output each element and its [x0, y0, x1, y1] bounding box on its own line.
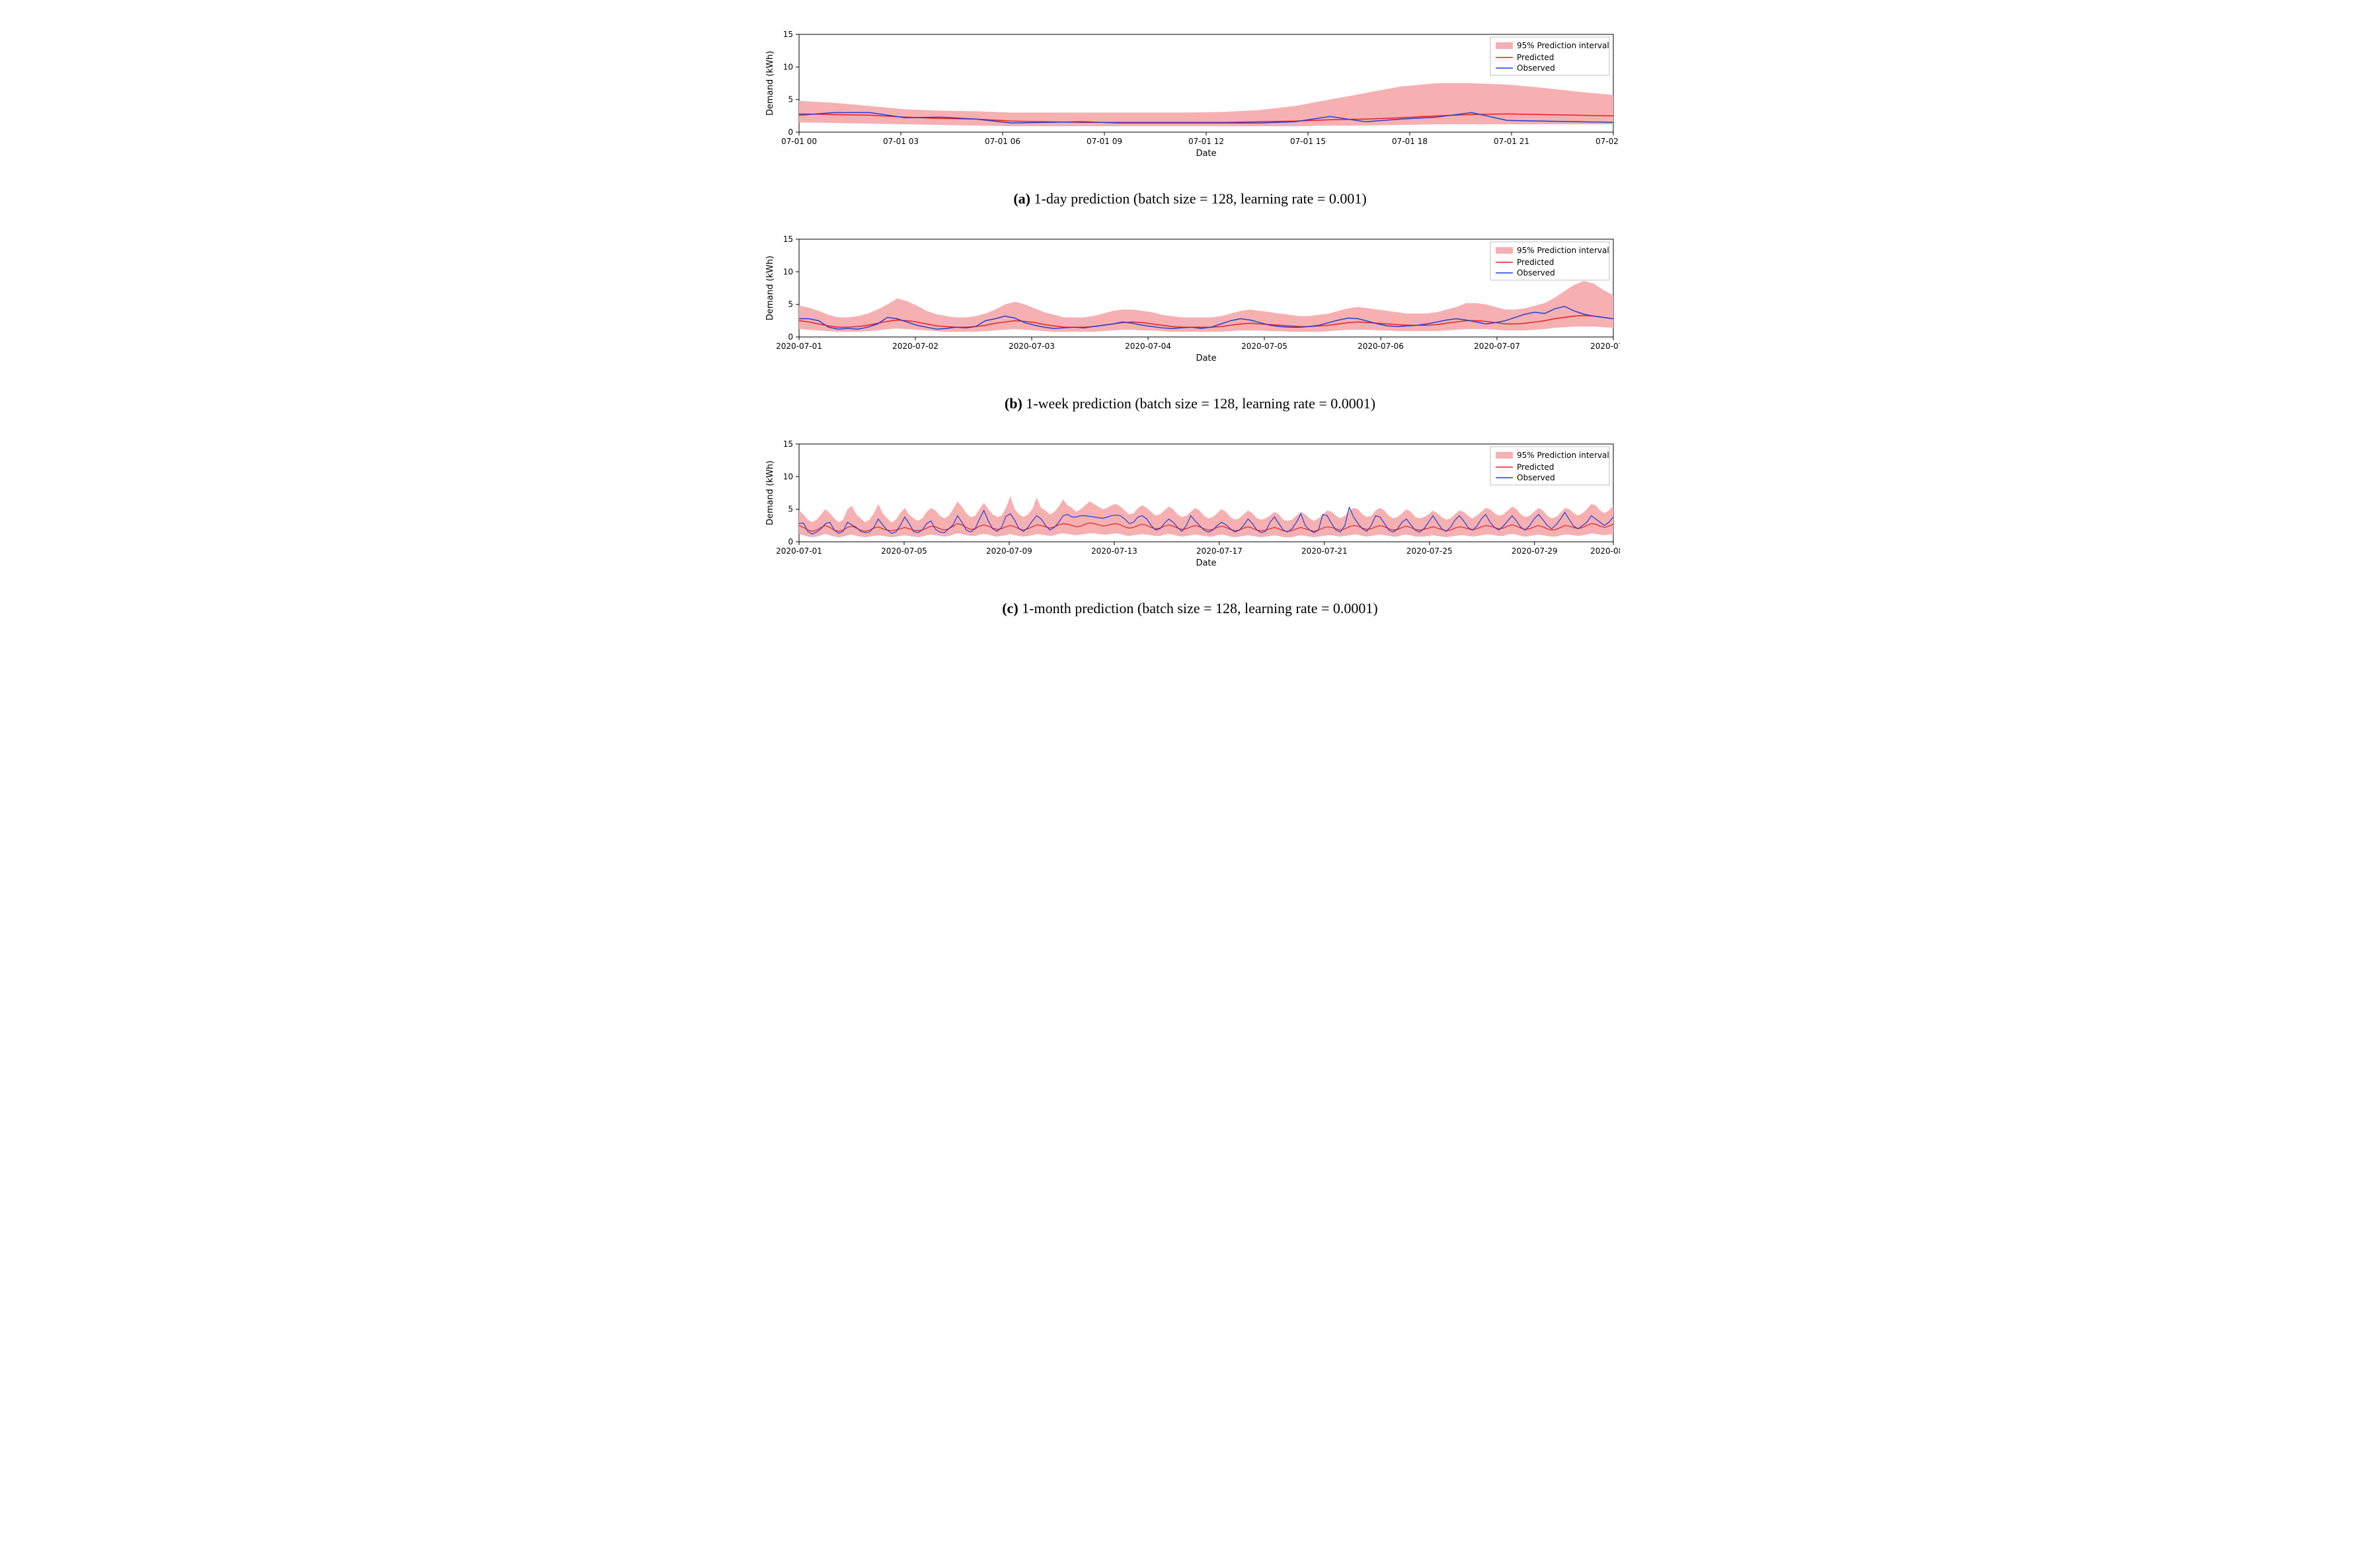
chart-svg: 0 5 10 15 07-01 00 07-01 03 07-01 06 07-01 09 07…: [761, 26, 1620, 182]
svg-text:5: 5: [788, 505, 793, 514]
svg-text:Observed: Observed: [1517, 268, 1555, 278]
svg-text:Predicted: Predicted: [1517, 463, 1554, 472]
caption-text: 1-month prediction (batch size = 128, le…: [1018, 600, 1378, 616]
caption-text: 1-week prediction (batch size = 128, lea…: [1022, 395, 1375, 412]
svg-text:95% Prediction interval: 95% Prediction interval: [1517, 451, 1609, 460]
svg-text:5: 5: [788, 95, 793, 104]
chart-svg: 0 5 10 15 2020-07-01 2020-07-05 2020-07-09 2020…: [761, 436, 1620, 592]
legend: 95% Prediction interval PredictedObserved: [1490, 37, 1609, 75]
svg-text:07-02 00: 07-02 00: [1595, 137, 1620, 146]
svg-text:2020-07-05: 2020-07-05: [881, 546, 927, 556]
svg-text:Demand (kWh): Demand (kWh): [765, 51, 775, 116]
svg-text:Date: Date: [1196, 558, 1216, 568]
svg-text:07-01 21: 07-01 21: [1494, 137, 1529, 146]
svg-text:2020-07-08: 2020-07-08: [1590, 342, 1620, 351]
panel-c: 0 5 10 15 2020-07-01 2020-07-05 2020-07-09 2020…: [761, 436, 1620, 592]
chart-svg: 0 5 10 15 2020-07-01 2020-07-02 2020-07-03 2020…: [761, 231, 1620, 387]
svg-text:07-01 03: 07-01 03: [883, 137, 919, 146]
legend: 95% Prediction interval PredictedObserved: [1490, 447, 1609, 485]
svg-text:07-01 18: 07-01 18: [1392, 137, 1428, 146]
legend: 95% Prediction interval PredictedObserved: [1490, 242, 1609, 280]
svg-text:95% Prediction interval: 95% Prediction interval: [1517, 41, 1609, 50]
svg-text:15: 15: [783, 30, 792, 39]
caption-label: (b): [1005, 395, 1022, 412]
svg-text:2020-07-04: 2020-07-04: [1125, 342, 1171, 351]
svg-text:2020-07-25: 2020-07-25: [1406, 546, 1452, 556]
caption-text: 1-day prediction (batch size = 128, lear…: [1030, 190, 1367, 207]
svg-text:Observed: Observed: [1517, 63, 1555, 73]
svg-text:0: 0: [788, 128, 793, 137]
svg-text:10: 10: [783, 62, 792, 71]
svg-text:07-01 06: 07-01 06: [985, 137, 1020, 146]
panel-b: 0 5 10 15 2020-07-01 2020-07-02 2020-07-03 2020…: [761, 231, 1620, 387]
svg-text:Observed: Observed: [1517, 473, 1555, 482]
caption-panel-b: (b) 1-week prediction (batch size = 128,…: [761, 395, 1620, 412]
svg-text:2020-07-02: 2020-07-02: [892, 342, 939, 351]
svg-text:07-01 12: 07-01 12: [1188, 137, 1224, 146]
svg-text:Demand (kWh): Demand (kWh): [765, 256, 775, 320]
svg-text:07-01 00: 07-01 00: [781, 137, 817, 146]
svg-text:10: 10: [783, 267, 792, 276]
svg-text:2020-07-06: 2020-07-06: [1358, 342, 1404, 351]
svg-text:Predicted: Predicted: [1517, 53, 1554, 62]
svg-text:2020-07-13: 2020-07-13: [1091, 546, 1137, 556]
caption-label: (c): [1002, 600, 1018, 616]
svg-text:5: 5: [788, 300, 793, 309]
svg-text:2020-07-17: 2020-07-17: [1196, 546, 1242, 556]
svg-text:2020-07-07: 2020-07-07: [1474, 342, 1520, 351]
svg-text:2020-07-03: 2020-07-03: [1009, 342, 1055, 351]
svg-text:0: 0: [788, 332, 793, 342]
svg-text:Date: Date: [1196, 149, 1216, 159]
svg-text:2020-07-29: 2020-07-29: [1511, 546, 1557, 556]
svg-text:Predicted: Predicted: [1517, 258, 1554, 267]
svg-text:2020-07-01: 2020-07-01: [776, 342, 822, 351]
svg-text:07-01 15: 07-01 15: [1290, 137, 1326, 146]
svg-text:0: 0: [788, 537, 793, 546]
caption-panel-a: (a) 1-day prediction (batch size = 128, …: [761, 190, 1620, 207]
svg-text:10: 10: [783, 472, 792, 481]
caption-label: (a): [1013, 190, 1030, 207]
svg-text:2020-07-09: 2020-07-09: [986, 546, 1032, 556]
svg-text:15: 15: [783, 235, 792, 244]
svg-text:07-01 09: 07-01 09: [1087, 137, 1122, 146]
svg-text:2020-07-01: 2020-07-01: [776, 546, 822, 556]
svg-text:Demand (kWh): Demand (kWh): [765, 461, 775, 525]
svg-text:2020-08-01: 2020-08-01: [1590, 546, 1620, 556]
svg-text:Date: Date: [1196, 353, 1216, 363]
svg-text:15: 15: [783, 439, 792, 449]
svg-text:2020-07-21: 2020-07-21: [1301, 546, 1347, 556]
caption-panel-c: (c) 1-month prediction (batch size = 128…: [761, 600, 1620, 617]
svg-text:95% Prediction interval: 95% Prediction interval: [1517, 246, 1609, 255]
svg-text:2020-07-05: 2020-07-05: [1241, 342, 1287, 351]
panel-a: 0 5 10 15 07-01 00 07-01 03 07-01 06 07-01 09 07…: [761, 26, 1620, 182]
